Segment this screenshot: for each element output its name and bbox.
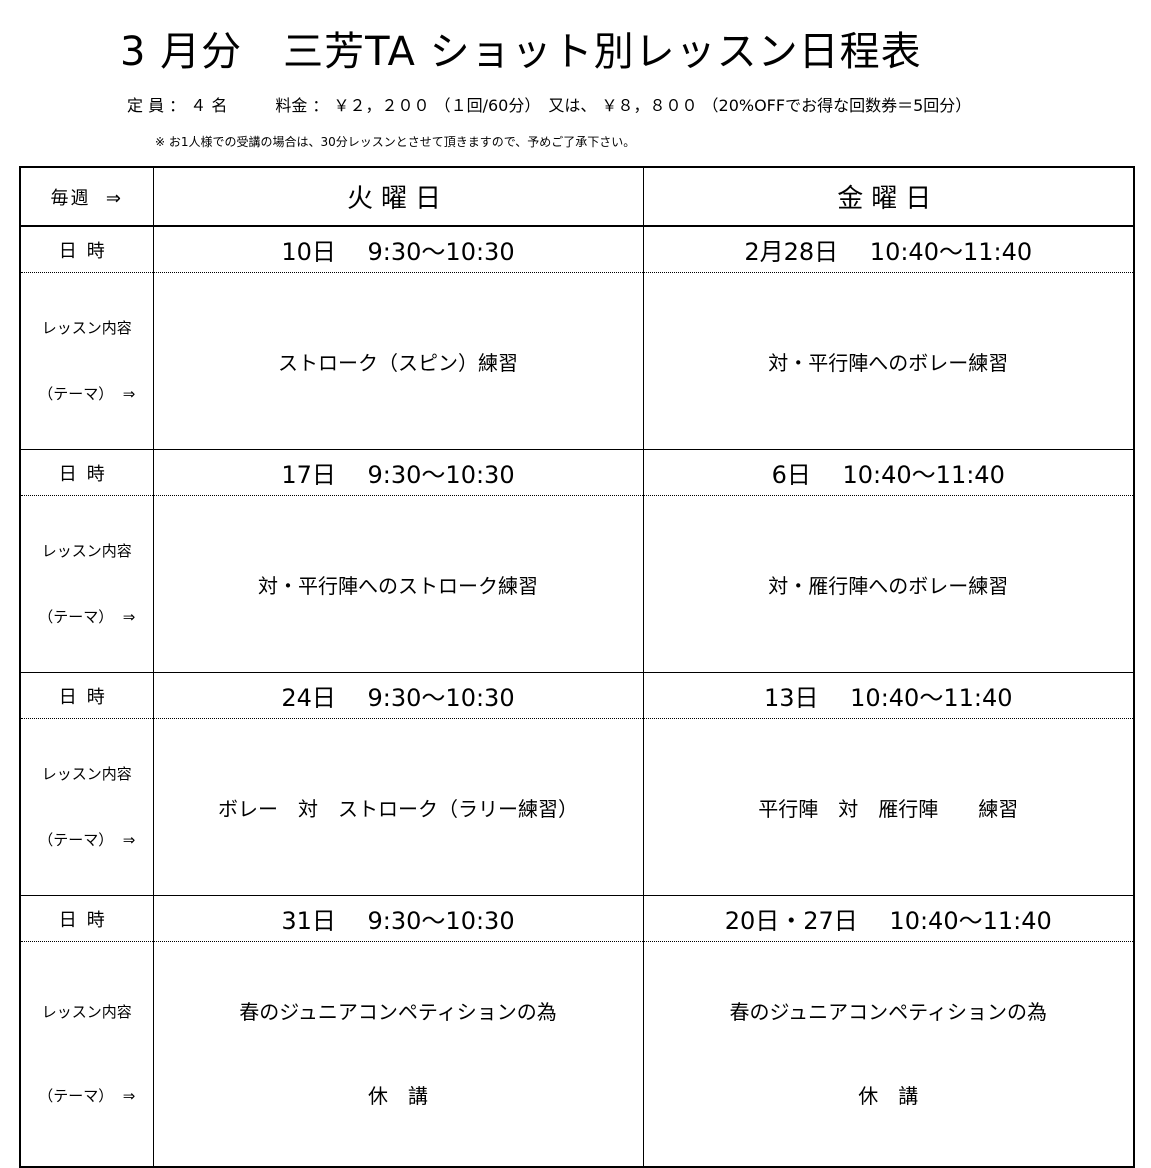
page-title: 3 月分 三芳TA ショット別レッスン日程表 (120, 29, 922, 75)
topic-label: レッスン内容 （テーマ） ⇒ (19, 718, 154, 896)
topic-label-line1: レッスン内容 (41, 542, 132, 560)
friday-topic: 対・雁行陣へのボレー練習 (642, 495, 1135, 673)
date-label: 日時 (19, 449, 154, 496)
friday-topic-line2: 休 講 (858, 1084, 919, 1108)
date-label: 日時 (19, 226, 154, 273)
topic-row: レッスン内容 （テーマ） ⇒ 対・平行陣へのストローク練習 対・雁行陣へのボレー… (19, 495, 1135, 673)
column-friday: 金曜日 (642, 167, 1135, 227)
topic-label: レッスン内容 （テーマ） ⇒ (19, 941, 154, 1167)
topic-label-line2: （テーマ） ⇒ (38, 1087, 136, 1105)
date-row: 日時 17日 9:30〜10:30 6日 10:40〜11:40 (19, 449, 1135, 496)
date-label: 日時 (19, 895, 154, 942)
topic-label: レッスン内容 （テーマ） ⇒ (19, 495, 154, 673)
header-row: 毎週 ⇒ 火曜日 金曜日 (19, 167, 1135, 227)
friday-topic-line1: 春のジュニアコンペティションの為 (729, 1000, 1047, 1024)
topic-label-line1: レッスン内容 (41, 1003, 132, 1021)
tuesday-topic-line1: 春のジュニアコンペティションの為 (239, 1000, 557, 1024)
topic-row: レッスン内容 （テーマ） ⇒ ストローク（スピン）練習 対・平行陣へのボレー練習 (19, 272, 1135, 450)
friday-date: 20日・27日 10:40〜11:40 (642, 895, 1135, 942)
topic-row: レッスン内容 （テーマ） ⇒ 春のジュニアコンペティションの為 休 講 春のジュ… (19, 941, 1135, 1167)
topic-label-line1: レッスン内容 (41, 765, 132, 783)
tuesday-topic: ストローク（スピン）練習 (152, 272, 644, 450)
friday-date: 6日 10:40〜11:40 (642, 449, 1135, 496)
tuesday-topic: 春のジュニアコンペティションの為 休 講 (152, 941, 644, 1167)
friday-date: 13日 10:40〜11:40 (642, 672, 1135, 719)
weekly-label: 毎週 ⇒ (19, 167, 154, 227)
date-row: 日時 31日 9:30〜10:30 20日・27日 10:40〜11:40 (19, 895, 1135, 942)
friday-date: 2月28日 10:40〜11:40 (642, 226, 1135, 273)
topic-label-line1: レッスン内容 (41, 319, 132, 337)
friday-topic: 春のジュニアコンペティションの為 休 講 (642, 941, 1135, 1167)
tuesday-date: 31日 9:30〜10:30 (152, 895, 644, 942)
tuesday-date: 10日 9:30〜10:30 (152, 226, 644, 273)
capacity-and-price: 定 員 ： ４ 名 料金 ： ￥２，２００ （１回/60分） 又は、 ￥８，８０… (127, 96, 972, 115)
tuesday-topic: ボレー 対 ストローク（ラリー練習） (152, 718, 644, 896)
lesson-schedule-table: 毎週 ⇒ 火曜日 金曜日 日時 10日 9:30〜10:30 2月28日 10:… (19, 166, 1135, 1168)
tuesday-date: 24日 9:30〜10:30 (152, 672, 644, 719)
solo-lesson-note: ※ お1人様での受講の場合は、30分レッスンとさせて頂きますので、予めご了承下さ… (155, 135, 636, 149)
friday-topic: 対・平行陣へのボレー練習 (642, 272, 1135, 450)
tuesday-date: 17日 9:30〜10:30 (152, 449, 644, 496)
topic-label: レッスン内容 （テーマ） ⇒ (19, 272, 154, 450)
friday-topic: 平行陣 対 雁行陣 練習 (642, 718, 1135, 896)
topic-label-line2: （テーマ） ⇒ (38, 385, 136, 403)
date-row: 日時 24日 9:30〜10:30 13日 10:40〜11:40 (19, 672, 1135, 719)
topic-row: レッスン内容 （テーマ） ⇒ ボレー 対 ストローク（ラリー練習） 平行陣 対 … (19, 718, 1135, 896)
topic-label-line2: （テーマ） ⇒ (38, 831, 136, 849)
tuesday-topic: 対・平行陣へのストローク練習 (152, 495, 644, 673)
column-tuesday: 火曜日 (152, 167, 644, 227)
tuesday-topic-line2: 休 講 (368, 1084, 428, 1108)
date-row: 日時 10日 9:30〜10:30 2月28日 10:40〜11:40 (19, 226, 1135, 273)
topic-label-line2: （テーマ） ⇒ (38, 608, 136, 626)
date-label: 日時 (19, 672, 154, 719)
